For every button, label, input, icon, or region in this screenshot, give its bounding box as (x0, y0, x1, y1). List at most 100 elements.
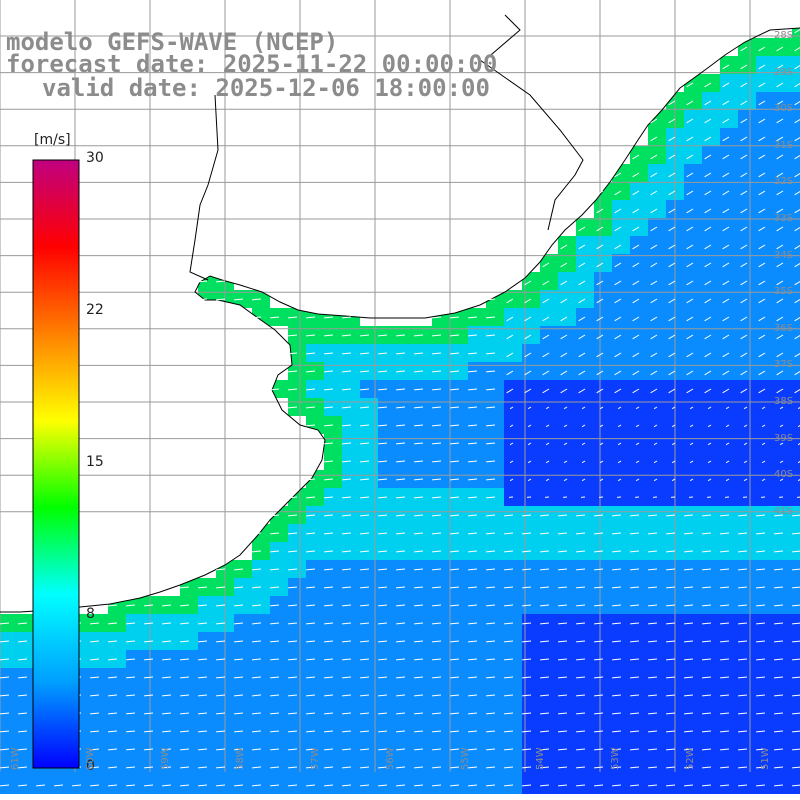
wind-arrow (414, 784, 424, 787)
wind-arrow (740, 280, 748, 286)
wind-arrow (720, 586, 730, 589)
wind-arrow (545, 442, 550, 446)
wind-arrow (126, 784, 136, 787)
wind-arrow (432, 658, 442, 661)
wind-arrow (722, 280, 730, 286)
wind-arrow (306, 352, 316, 355)
wind-arrow (558, 730, 568, 733)
wind-arrow (414, 622, 424, 625)
wind-arrow (702, 658, 712, 661)
wind-arrow (666, 712, 676, 715)
wind-arrow (722, 298, 730, 304)
wind-arrow (288, 568, 298, 571)
wind-arrow (722, 388, 730, 394)
wind-arrow (614, 298, 622, 304)
wind-arrow (522, 568, 532, 571)
wind-arrow (414, 442, 424, 445)
wind-arrow (738, 694, 748, 697)
wind-arrow (522, 766, 532, 769)
wind-arrow (504, 748, 514, 751)
wind-arrow (666, 640, 676, 643)
speed-cell (792, 272, 800, 290)
wind-arrow (758, 46, 766, 52)
wind-arrow (414, 694, 424, 697)
wind-arrow (563, 406, 568, 410)
wind-arrow (216, 748, 226, 751)
wind-arrow (180, 712, 190, 715)
wind-arrow (198, 586, 208, 589)
wind-arrow (378, 622, 388, 625)
wind-arrow (740, 136, 748, 142)
wind-arrow (581, 406, 586, 410)
wind-arrow (527, 442, 532, 446)
wind-arrow (342, 622, 352, 625)
wind-arrow (450, 658, 460, 661)
valid-date: valid date: 2025-12-06 18:00:00 (42, 74, 490, 102)
wind-arrow (756, 658, 766, 661)
wind-arrow (144, 712, 154, 715)
wind-arrow (581, 442, 586, 446)
wind-arrow (689, 424, 694, 428)
wind-arrow (558, 748, 568, 751)
wind-arrow (180, 730, 190, 733)
wind-arrow (686, 226, 694, 232)
wind-arrow (612, 604, 622, 607)
wind-arrow (288, 352, 298, 355)
wind-arrow (234, 640, 244, 643)
wind-arrow (576, 622, 586, 625)
wind-arrow (288, 550, 298, 553)
wind-arrow (342, 514, 352, 517)
wind-arrow (576, 676, 586, 679)
wind-arrow (707, 406, 712, 410)
wind-arrow (558, 532, 568, 535)
wind-arrow (527, 460, 532, 464)
wind-arrow (743, 478, 748, 482)
wind-arrow (704, 226, 712, 232)
wind-arrow (306, 586, 316, 589)
wind-arrow (632, 370, 640, 376)
wind-arrow (342, 676, 352, 679)
wind-arrow (270, 640, 280, 643)
wind-arrow (542, 352, 550, 358)
wind-arrow (324, 586, 334, 589)
wind-arrow (704, 118, 712, 124)
wind-arrow (108, 766, 118, 769)
wind-arrow (758, 136, 766, 142)
wind-arrow (648, 532, 658, 535)
wind-arrow (270, 604, 280, 607)
wind-arrow (671, 478, 676, 482)
colorbar-tick: 22 (86, 302, 104, 318)
wind-arrow (632, 226, 640, 232)
wind-arrow (650, 172, 658, 178)
wind-arrow (668, 316, 676, 322)
wind-arrow (396, 532, 406, 535)
wind-arrow (758, 118, 766, 124)
wind-arrow (486, 766, 496, 769)
wind-arrow (650, 136, 658, 142)
wind-arrow (450, 748, 460, 751)
wind-arrow (504, 514, 514, 517)
wind-arrow (450, 514, 460, 517)
wind-arrow (270, 658, 280, 661)
wind-arrow (599, 478, 604, 482)
wind-arrow (270, 532, 280, 535)
wind-arrow (740, 316, 748, 322)
wind-arrow (684, 748, 694, 751)
lat-label: 31S (774, 139, 794, 151)
wind-arrow (288, 496, 298, 499)
wind-arrow (756, 694, 766, 697)
wind-arrow (722, 316, 730, 322)
wind-arrow (198, 694, 208, 697)
wind-arrow (0, 622, 10, 625)
wind-arrow (542, 280, 550, 286)
wind-arrow (162, 730, 172, 733)
wind-arrow (306, 640, 316, 643)
wind-arrow (740, 46, 748, 52)
wind-arrow (396, 442, 406, 445)
wind-arrow (558, 604, 568, 607)
wind-arrow (324, 730, 334, 733)
wind-arrow (396, 784, 406, 787)
wind-arrow (90, 676, 100, 679)
wind-arrow (270, 748, 280, 751)
wind-arrow (758, 316, 766, 322)
